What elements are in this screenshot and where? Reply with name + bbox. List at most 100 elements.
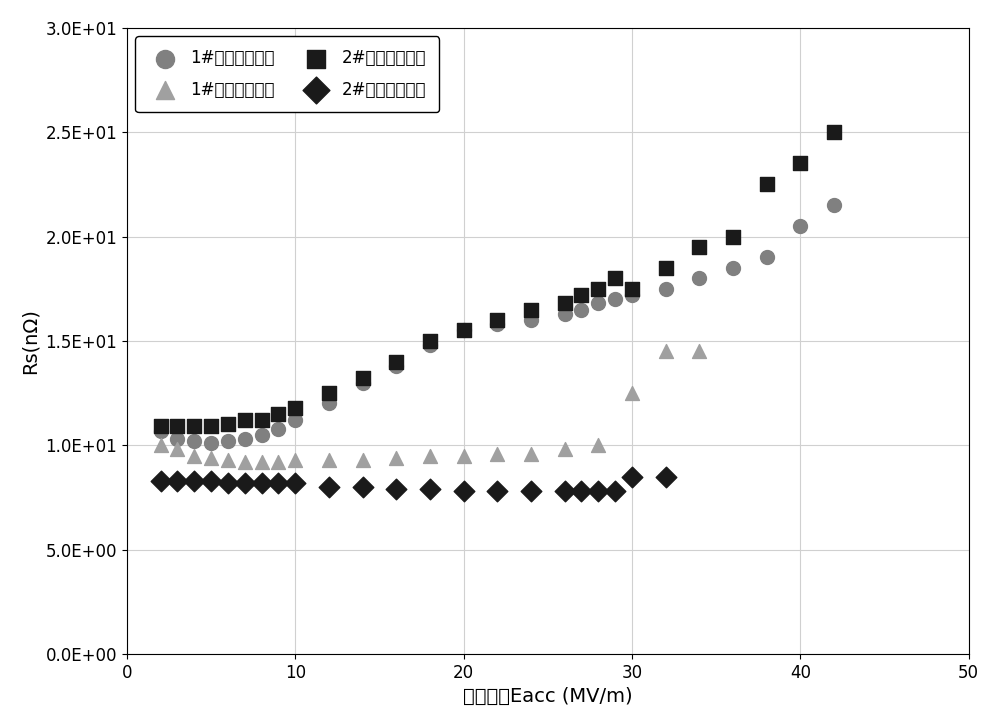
1#腔中温退火前	[573, 304, 589, 316]
2#腔中温退火后	[270, 477, 286, 489]
2#腔中温退火前	[220, 419, 236, 430]
2#腔中温退火前	[287, 402, 303, 414]
1#腔中温退火前	[254, 429, 270, 441]
1#腔中温退火前	[489, 318, 505, 330]
1#腔中温退火后	[557, 443, 573, 455]
2#腔中温退火前	[153, 421, 169, 433]
2#腔中温退火后	[624, 470, 640, 482]
2#腔中温退火后	[557, 486, 573, 497]
1#腔中温退火后	[658, 345, 674, 357]
2#腔中温退火前	[523, 304, 539, 316]
1#腔中温退火前	[691, 273, 707, 284]
X-axis label: 加速梯度Eacc (MV/m): 加速梯度Eacc (MV/m)	[463, 687, 633, 706]
1#腔中温退火前	[658, 283, 674, 294]
2#腔中温退火后	[355, 481, 371, 493]
Y-axis label: Rs(nΩ): Rs(nΩ)	[21, 308, 40, 374]
1#腔中温退火前	[321, 398, 337, 409]
1#腔中温退火前	[456, 325, 472, 337]
Legend: 1#腔中温退火前, 1#腔中温退火后, 2#腔中温退火前, 2#腔中温退火后: 1#腔中温退火前, 1#腔中温退火后, 2#腔中温退火前, 2#腔中温退火后	[135, 36, 439, 112]
2#腔中温退火后	[590, 486, 606, 497]
1#腔中温退火前	[270, 422, 286, 434]
2#腔中温退火前	[489, 314, 505, 326]
2#腔中温退火前	[759, 179, 775, 190]
2#腔中温退火后	[169, 475, 185, 486]
2#腔中温退火后	[220, 477, 236, 489]
2#腔中温退火前	[792, 158, 808, 169]
2#腔中温退火前	[573, 289, 589, 301]
1#腔中温退火前	[826, 199, 842, 211]
1#腔中温退火前	[220, 435, 236, 447]
2#腔中温退火前	[826, 126, 842, 138]
1#腔中温退火前	[237, 433, 253, 445]
1#腔中温退火前	[624, 289, 640, 301]
2#腔中温退火后	[388, 483, 404, 495]
2#腔中温退火后	[321, 481, 337, 493]
2#腔中温退火前	[169, 421, 185, 433]
2#腔中温退火前	[607, 273, 623, 284]
1#腔中温退火后	[523, 448, 539, 459]
2#腔中温退火后	[203, 475, 219, 486]
2#腔中温退火后	[186, 475, 202, 486]
2#腔中温退火后	[658, 470, 674, 482]
1#腔中温退火后	[691, 345, 707, 357]
1#腔中温退火后	[287, 454, 303, 465]
2#腔中温退火前	[422, 335, 438, 347]
2#腔中温退火后	[456, 486, 472, 497]
1#腔中温退火前	[590, 297, 606, 309]
1#腔中温退火后	[254, 456, 270, 467]
1#腔中温退火后	[590, 439, 606, 451]
2#腔中温退火后	[237, 477, 253, 489]
1#腔中温退火后	[489, 448, 505, 459]
1#腔中温退火前	[792, 220, 808, 232]
1#腔中温退火前	[725, 262, 741, 273]
1#腔中温退火后	[456, 450, 472, 462]
2#腔中温退火前	[270, 408, 286, 419]
2#腔中温退火前	[203, 421, 219, 433]
2#腔中温退火后	[287, 477, 303, 489]
2#腔中温退火前	[321, 387, 337, 399]
1#腔中温退火后	[624, 387, 640, 399]
2#腔中温退火后	[422, 483, 438, 495]
1#腔中温退火前	[203, 438, 219, 449]
1#腔中温退火后	[355, 454, 371, 465]
2#腔中温退火前	[186, 421, 202, 433]
1#腔中温退火后	[422, 450, 438, 462]
1#腔中温退火前	[186, 435, 202, 447]
2#腔中温退火前	[624, 283, 640, 294]
2#腔中温退火前	[590, 283, 606, 294]
2#腔中温退火后	[153, 475, 169, 486]
1#腔中温退火后	[270, 456, 286, 467]
1#腔中温退火前	[355, 377, 371, 388]
2#腔中温退火前	[456, 325, 472, 337]
2#腔中温退火前	[691, 241, 707, 253]
1#腔中温退火前	[169, 433, 185, 445]
2#腔中温退火后	[489, 486, 505, 497]
1#腔中温退火后	[153, 439, 169, 451]
2#腔中温退火后	[523, 486, 539, 497]
1#腔中温退火后	[203, 452, 219, 464]
2#腔中温退火前	[237, 414, 253, 426]
1#腔中温退火后	[169, 443, 185, 455]
2#腔中温退火前	[557, 297, 573, 309]
2#腔中温退火后	[573, 486, 589, 497]
1#腔中温退火后	[186, 450, 202, 462]
1#腔中温退火前	[422, 340, 438, 351]
2#腔中温退火前	[725, 230, 741, 242]
2#腔中温退火前	[355, 373, 371, 385]
1#腔中温退火后	[237, 456, 253, 467]
1#腔中温退火前	[287, 414, 303, 426]
2#腔中温退火后	[607, 486, 623, 497]
1#腔中温退火后	[388, 452, 404, 464]
2#腔中温退火前	[254, 414, 270, 426]
1#腔中温退火前	[759, 252, 775, 263]
1#腔中温退火前	[153, 425, 169, 436]
1#腔中温退火后	[321, 454, 337, 465]
1#腔中温退火前	[523, 314, 539, 326]
1#腔中温退火后	[220, 454, 236, 465]
1#腔中温退火前	[557, 308, 573, 320]
1#腔中温退火前	[607, 293, 623, 305]
1#腔中温退火前	[388, 360, 404, 371]
2#腔中温退火前	[388, 356, 404, 368]
2#腔中温退火前	[658, 262, 674, 273]
2#腔中温退火后	[254, 477, 270, 489]
